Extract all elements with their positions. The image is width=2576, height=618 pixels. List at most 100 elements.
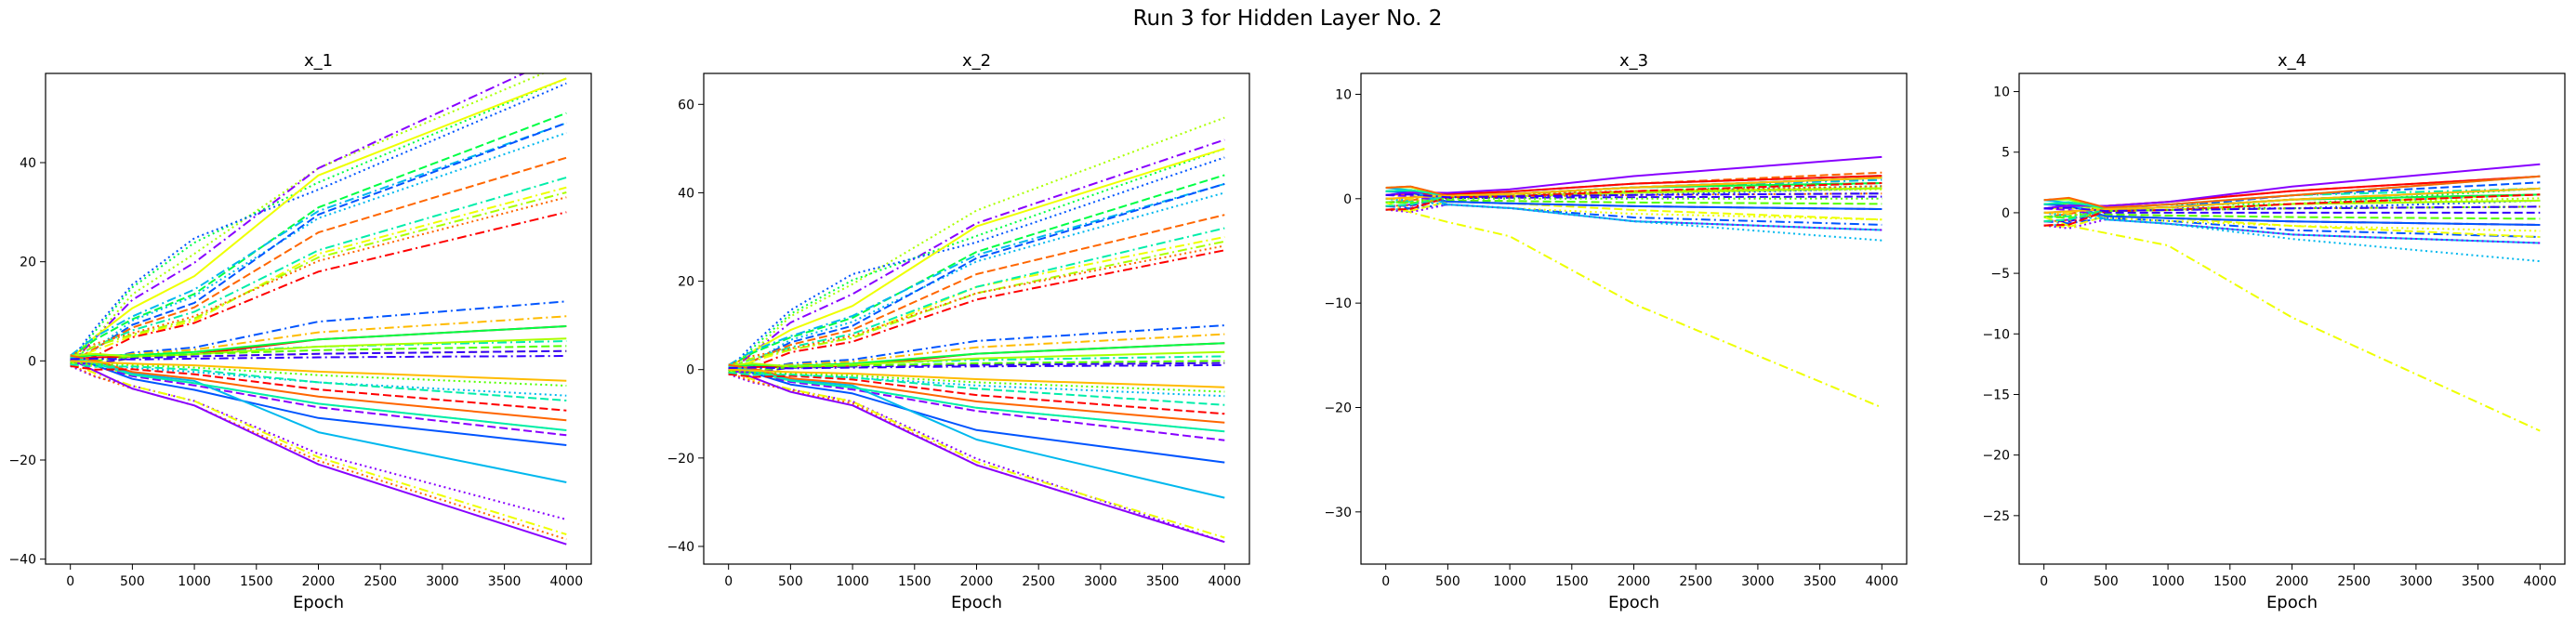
series-line <box>69 77 567 363</box>
series-line <box>728 147 1225 369</box>
series-line <box>70 364 567 520</box>
series-line <box>728 363 1225 370</box>
series-line <box>1385 192 1882 199</box>
series-line <box>728 372 1225 406</box>
x-tick-label: 3000 <box>1741 574 1775 589</box>
series-line <box>70 360 567 397</box>
x-tick-label: 1500 <box>898 574 931 589</box>
subplot-title: x_4 <box>2278 51 2306 71</box>
x-tick-label: 0 <box>66 574 74 589</box>
y-tick-label: −20 <box>8 454 36 468</box>
x-tick-label: 3000 <box>2399 574 2433 589</box>
series-line <box>70 354 567 422</box>
series-line <box>728 182 1225 366</box>
x-tick-label: 1000 <box>1493 574 1526 589</box>
y-tick-label: −20 <box>667 452 694 467</box>
x-tick-label: 3000 <box>426 574 459 589</box>
y-tick-label: 20 <box>20 256 36 270</box>
series-line <box>728 116 1225 375</box>
y-tick-label: 0 <box>28 354 36 369</box>
series-line <box>1385 199 1882 205</box>
x-tick-label: 3500 <box>1803 574 1837 589</box>
x-axis-label: Epoch <box>951 593 1002 612</box>
y-tick-label: −40 <box>8 553 36 568</box>
series-line <box>70 356 567 446</box>
series-line <box>70 186 567 362</box>
series-line <box>728 368 1225 388</box>
y-tick-label: −20 <box>1324 401 1352 415</box>
series-line <box>1385 177 1882 200</box>
y-tick-label: 60 <box>678 98 694 112</box>
series-line <box>2043 211 2541 232</box>
y-tick-label: 40 <box>20 156 36 171</box>
subplot-x1: x_1 0 500 1000 1500 2000 2500 3000 3500 4000 −40 −2… <box>8 51 592 612</box>
x-tick-label: 1500 <box>2213 574 2247 589</box>
x-tick-label: 2500 <box>2337 574 2371 589</box>
x-tick-label: 2000 <box>1618 574 1651 589</box>
x-tick-label: 2000 <box>960 574 994 589</box>
y-tick-label: 0 <box>1343 192 1352 207</box>
y-tick-label: 40 <box>678 186 694 201</box>
y-tick-label: 10 <box>1335 87 1352 102</box>
x-tick-label: 2000 <box>2276 574 2309 589</box>
series-line <box>70 196 567 357</box>
series-line <box>2043 211 2541 263</box>
y-tick-label: 10 <box>1993 85 2010 100</box>
x-axis-label: Epoch <box>1608 593 1659 612</box>
series-line <box>2043 193 2541 227</box>
x-tick-label: 500 <box>1435 574 1460 589</box>
series-line <box>69 82 567 362</box>
y-tick-label: −10 <box>1982 327 2010 342</box>
x-tick-label: 1000 <box>178 574 211 589</box>
series-line <box>728 370 1225 539</box>
y-tick-label: −20 <box>1982 449 2010 464</box>
series-line <box>1385 197 1882 204</box>
x-axis-label: Epoch <box>293 593 344 612</box>
x-tick-label: 1000 <box>836 574 869 589</box>
x-tick-label: 2500 <box>363 574 397 589</box>
series-line <box>70 122 567 357</box>
x-tick-label: 500 <box>778 574 803 589</box>
series-line <box>2043 211 2541 223</box>
series-line <box>1385 155 1882 196</box>
series-line <box>727 156 1225 371</box>
x-tick-label: 4000 <box>549 574 583 589</box>
subplot-x4: x_4 0 500 1000 1500 2000 2500 3000 3500 4000 −25 −2… <box>1982 51 2566 612</box>
y-tick-label: −40 <box>667 540 694 555</box>
x-tick-label: 3000 <box>1084 574 1117 589</box>
y-tick-label: −5 <box>1990 267 2010 282</box>
series-line <box>70 363 567 401</box>
x-axis-label: Epoch <box>2266 593 2318 612</box>
x-tick-label: 2500 <box>1679 574 1712 589</box>
series-line <box>2043 163 2541 210</box>
figure-title: Run 3 for Hidden Layer No. 2 <box>1133 7 1443 31</box>
series-line <box>728 138 1225 374</box>
x-tick-label: 1000 <box>2151 574 2185 589</box>
series-line <box>70 156 567 364</box>
series-line <box>2043 205 2541 218</box>
subplot-title: x_1 <box>304 51 333 71</box>
series-line <box>2043 187 2541 214</box>
subplot-grid: x_10 500 1000 1500 2000 2500 3000 3500 4000−40−2… <box>8 51 2566 612</box>
x-tick-label: 1500 <box>1555 574 1589 589</box>
subplot-x2: x_2 0 500 1000 1500 2000 2500 3000 3500 4000 −40 −2… <box>667 51 1250 612</box>
series-line <box>2043 216 2541 432</box>
series-line <box>1385 182 1882 211</box>
series-line <box>70 122 567 365</box>
series-line <box>70 132 567 367</box>
series-line <box>70 360 567 382</box>
series-line <box>728 373 1225 415</box>
series-line <box>1385 204 1882 226</box>
x-tick-label: 4000 <box>1865 574 1898 589</box>
x-tick-label: 2500 <box>1022 574 1055 589</box>
series-line <box>728 174 1225 368</box>
y-tick-label: −30 <box>1324 506 1352 520</box>
series-group <box>1385 155 1882 409</box>
series-line <box>70 362 567 535</box>
subplot-title: x_3 <box>1619 51 1648 71</box>
series-line <box>2043 213 2541 220</box>
series-line <box>2043 205 2541 218</box>
y-tick-label: 0 <box>686 363 694 378</box>
